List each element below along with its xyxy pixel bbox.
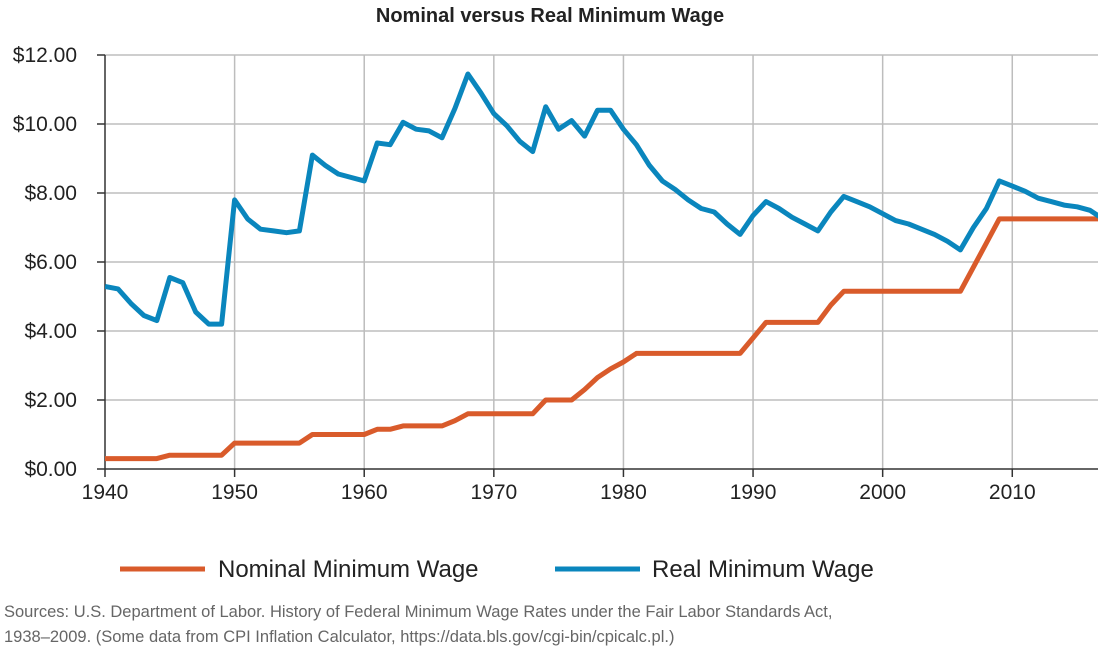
x-tick-label: 2000 [859,481,906,504]
x-tick-label: 1990 [730,481,777,504]
legend: Nominal Minimum Wage Real Minimum Wage [120,556,874,583]
nominal-wage-line [105,216,1098,462]
sources-line-2: 1938–2009. (Some data from CPI Inflation… [4,628,675,646]
series-lines [105,71,1098,462]
real-wage-line [105,71,1098,327]
minimum-wage-chart: Nominal versus Real Minimum Wage $0.00 $2… [13,5,1098,583]
gridlines [105,54,1098,469]
x-tick-label: 1970 [470,481,517,504]
y-tick-label: $2.00 [24,389,77,412]
x-tick-label: 1980 [600,481,647,504]
legend-label-real: Real Minimum Wage [652,556,874,583]
sources-note: Sources: U.S. Department of Labor. Histo… [4,600,1099,650]
x-tick-label: 2010 [989,481,1036,504]
x-tick-label: 1950 [211,481,258,504]
y-tick-label: $6.00 [24,251,77,274]
x-tick-label: 1940 [82,481,129,504]
axes: $0.00 $2.00 $4.00 $6.00 $8.00 $10.00 $12.00 194… [13,44,1098,504]
y-tick-label: $4.00 [24,320,77,343]
legend-label-nominal: Nominal Minimum Wage [218,556,479,583]
sources-line-1: Sources: U.S. Department of Labor. Histo… [4,603,833,621]
y-tick-label: $0.00 [24,458,77,481]
y-tick-label: $8.00 [24,182,77,205]
chart-title: Nominal versus Real Minimum Wage [376,5,724,27]
y-tick-label: $12.00 [13,44,77,67]
x-tick-label: 1960 [341,481,388,504]
y-tick-label: $10.00 [13,113,77,136]
